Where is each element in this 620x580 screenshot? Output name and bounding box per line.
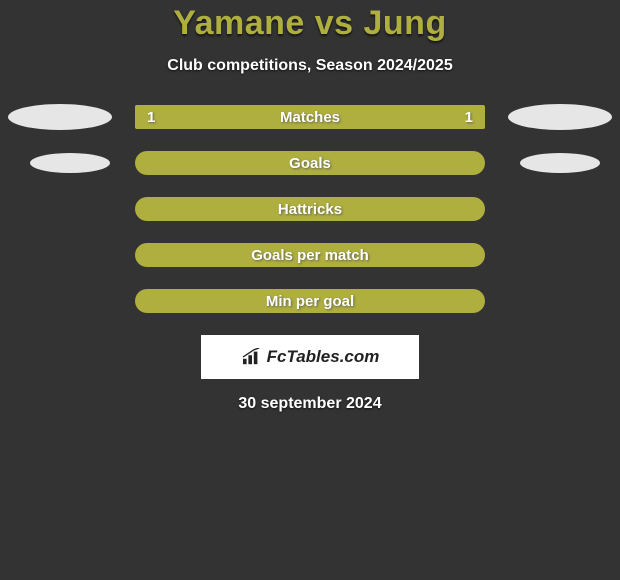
right-value-ellipse <box>520 153 600 173</box>
stat-bar: Hattricks <box>135 197 485 221</box>
stat-bar: Goals per match <box>135 243 485 267</box>
stat-row: 1 Matches 1 <box>0 105 620 129</box>
stat-row: Hattricks <box>0 197 620 221</box>
date-text: 30 september 2024 <box>238 395 381 413</box>
right-value-ellipse <box>508 104 612 130</box>
stat-row: Min per goal <box>0 289 620 313</box>
stats-rows: 1 Matches 1 Goals Hattricks Goals per match Mi… <box>0 105 620 313</box>
stat-row: Goals per match <box>0 243 620 267</box>
subtitle: Club competitions, Season 2024/2025 <box>167 57 452 75</box>
stat-label: Goals per match <box>251 247 369 264</box>
stat-bar: Min per goal <box>135 289 485 313</box>
stat-bar: Goals <box>135 151 485 175</box>
stat-label: Min per goal <box>266 293 354 310</box>
logo-text: FcTables.com <box>267 347 380 367</box>
stat-row: Goals <box>0 151 620 175</box>
comparison-card: Yamane vs Jung Club competitions, Season… <box>0 0 620 413</box>
stat-label: Matches <box>280 109 340 126</box>
stat-right-value: 1 <box>465 109 473 126</box>
logo-box[interactable]: FcTables.com <box>201 335 419 379</box>
stat-left-value: 1 <box>147 109 155 126</box>
stat-bar: 1 Matches 1 <box>135 105 485 129</box>
page-title: Yamane vs Jung <box>173 4 446 43</box>
stat-label: Hattricks <box>278 201 342 218</box>
left-value-ellipse <box>30 153 110 173</box>
chart-icon <box>241 348 263 366</box>
stat-label: Goals <box>289 155 331 172</box>
left-value-ellipse <box>8 104 112 130</box>
